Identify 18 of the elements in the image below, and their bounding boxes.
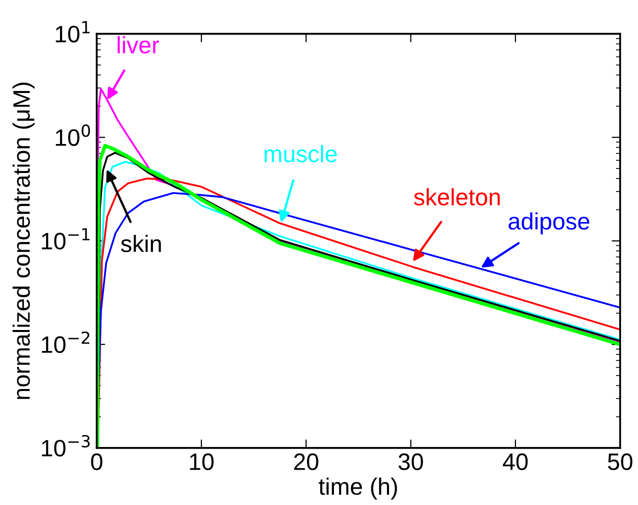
x-tick-label: 50 [608,453,632,470]
annotation: muscle [264,144,337,162]
x-axis-title: time (h) [318,478,397,500]
x-tick-label: 10 [190,453,214,470]
annotation: skin [121,234,161,252]
y-tick-label: 10$^{0}$ [56,124,90,146]
y-tick-label: 10$^{−3}$ [42,435,90,457]
y-tick-label: 10$^{−2}$ [42,331,90,354]
y-tick-label: 10$^{1}$ [56,21,90,42]
annotation: skeleton [414,188,500,206]
annotation: adipose [508,212,590,234]
x-tick-label: 40 [502,453,528,470]
x-tick-label: 30 [398,453,423,470]
y-tick-label: 10$^{−1}$ [42,228,90,250]
x-tick-label: 20 [294,453,318,470]
annotation: liver [118,36,159,54]
y-axis-title: normalized concentration (μM) [12,82,35,399]
x-tick-label: 0 [91,453,102,470]
